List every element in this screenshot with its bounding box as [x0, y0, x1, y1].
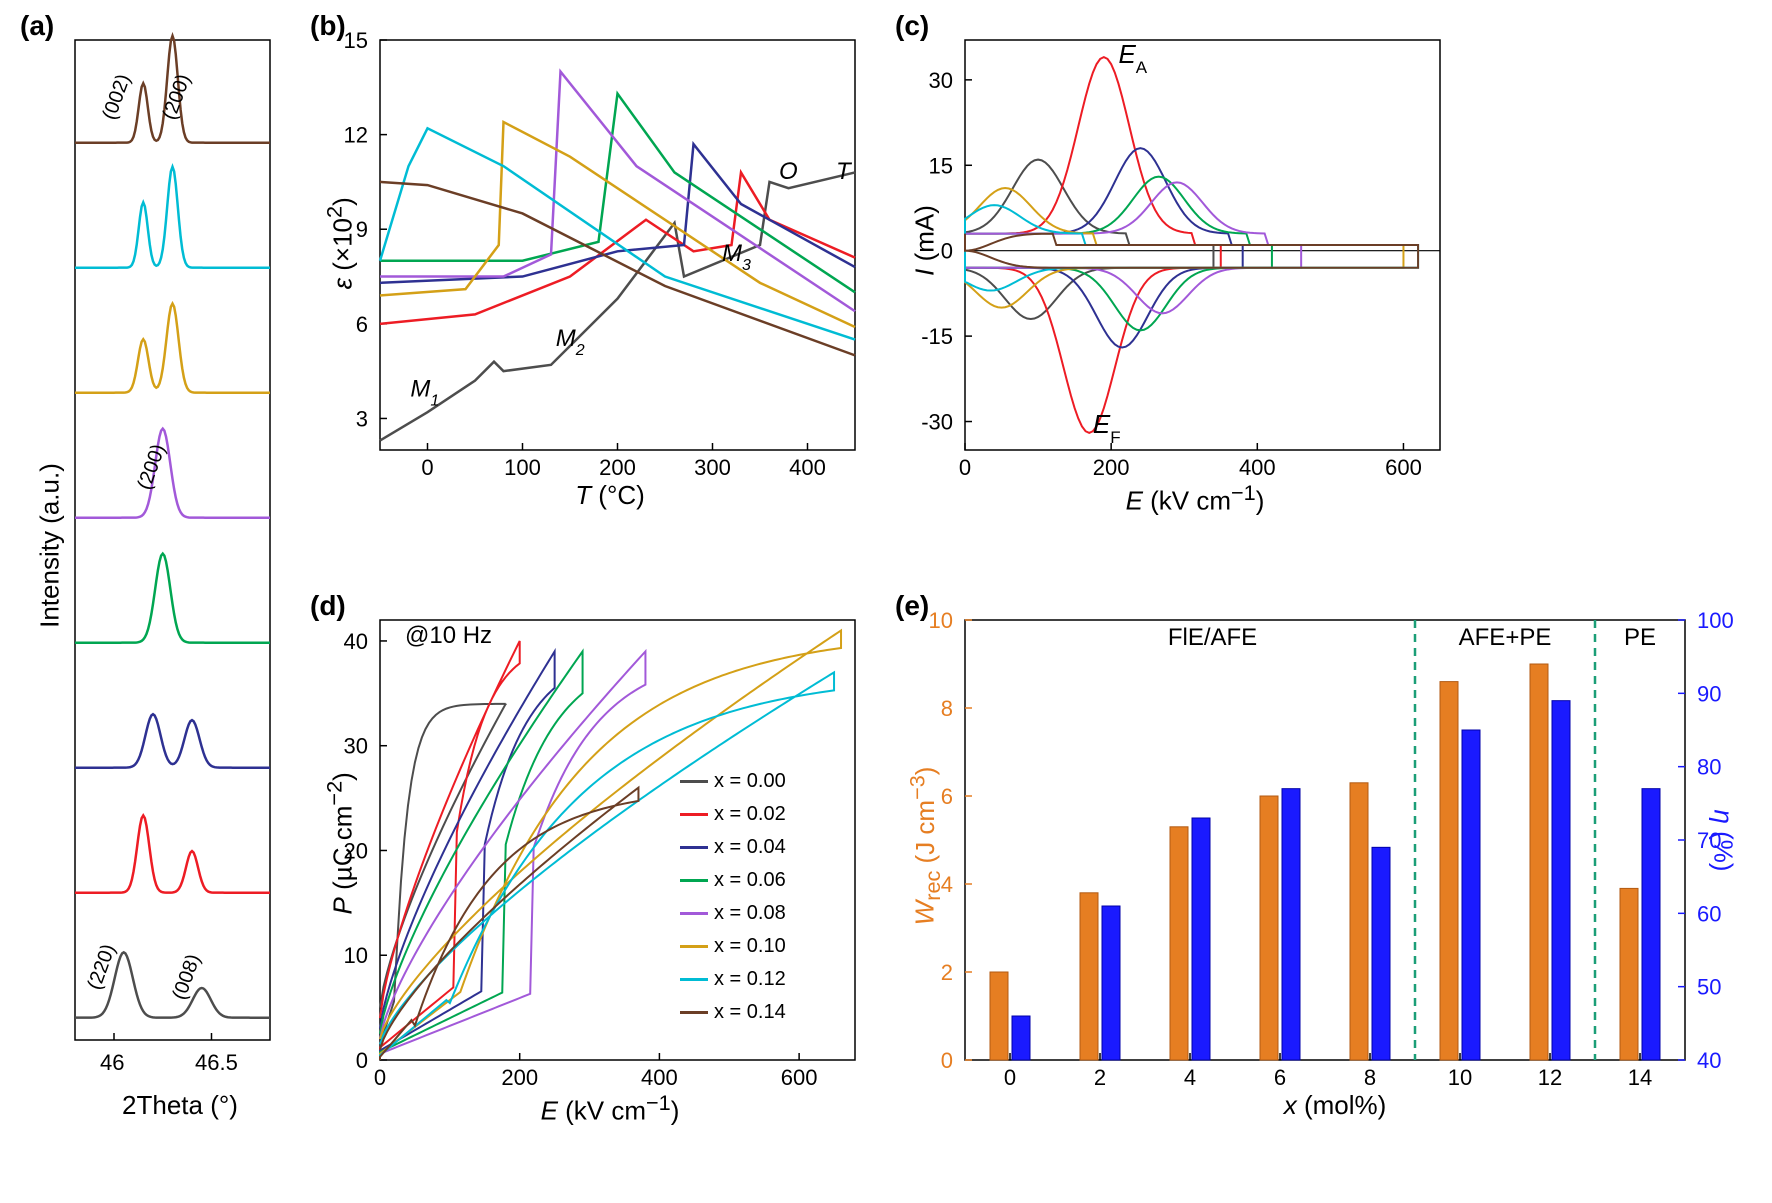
svg-text:M2: M2	[556, 325, 585, 359]
svg-text:0: 0	[356, 1048, 368, 1073]
svg-text:40: 40	[344, 629, 368, 654]
svg-text:400: 400	[1239, 455, 1276, 480]
svg-text:0: 0	[959, 455, 971, 480]
svg-text:0: 0	[421, 455, 433, 480]
panel-d-xlabel: E (kV cm−1)	[510, 1090, 710, 1127]
svg-text:400: 400	[789, 455, 826, 480]
panel-b-ylabel: ε (×102)	[322, 183, 359, 303]
legend-item-x06: x = 0.06	[680, 869, 786, 892]
panel-a-xlabel: 2Theta (°)	[90, 1090, 270, 1121]
svg-text:200: 200	[1093, 455, 1130, 480]
svg-text:600: 600	[1385, 455, 1422, 480]
panel-a-xtick-1: 46.5	[195, 1050, 238, 1076]
svg-text:2: 2	[941, 960, 953, 985]
svg-text:300: 300	[694, 455, 731, 480]
svg-text:EA: EA	[1118, 39, 1147, 77]
svg-text:30: 30	[344, 734, 368, 759]
panel-e-xlabel: x (mol%)	[1255, 1090, 1415, 1121]
legend-item-x02: x = 0.02	[680, 803, 786, 826]
panel-d-svg: 0200400600010203040	[310, 610, 865, 1110]
svg-text:15: 15	[929, 153, 953, 178]
svg-text:0: 0	[941, 239, 953, 264]
svg-text:100: 100	[1697, 610, 1734, 633]
panel-a-xtick-0: 46	[100, 1050, 124, 1076]
svg-text:90: 90	[1697, 681, 1721, 706]
panel-a: (a) Intensity (a.u.) 2Theta (°) 46 46.5 …	[20, 10, 280, 1130]
svg-text:-15: -15	[921, 324, 953, 349]
svg-text:4: 4	[1184, 1065, 1196, 1090]
svg-text:40: 40	[1697, 1048, 1721, 1073]
svg-text:80: 80	[1697, 755, 1721, 780]
legend-item-x14: x = 0.14	[680, 1001, 786, 1024]
svg-text:M1: M1	[410, 375, 439, 409]
panel-b-xlabel: T (°C)	[550, 480, 670, 511]
panel-c-xlabel: E (kV cm−1)	[1095, 480, 1295, 517]
svg-text:100: 100	[504, 455, 541, 480]
svg-text:AFE+PE: AFE+PE	[1459, 624, 1552, 651]
svg-text:6: 6	[356, 312, 368, 337]
svg-text:8: 8	[1364, 1065, 1376, 1090]
svg-text:EF: EF	[1093, 409, 1121, 447]
svg-text:6: 6	[1274, 1065, 1286, 1090]
svg-text:600: 600	[781, 1065, 818, 1090]
svg-text:0: 0	[374, 1065, 386, 1090]
panel-d-note: @10 Hz	[405, 622, 492, 650]
svg-text:2: 2	[1094, 1065, 1106, 1090]
svg-text:15: 15	[344, 30, 368, 53]
svg-text:200: 200	[599, 455, 636, 480]
svg-text:30: 30	[929, 68, 953, 93]
svg-text:3: 3	[356, 406, 368, 431]
svg-text:12: 12	[344, 123, 368, 148]
svg-text:O: O	[779, 158, 798, 185]
legend-item-x10: x = 0.10	[680, 935, 786, 958]
svg-text:10: 10	[344, 943, 368, 968]
svg-text:0: 0	[1004, 1065, 1016, 1090]
svg-text:12: 12	[1538, 1065, 1562, 1090]
svg-text:PE: PE	[1624, 624, 1656, 651]
svg-text:T: T	[836, 158, 853, 185]
panel-e-ylabel-right: η (%)	[1708, 791, 1739, 891]
svg-text:8: 8	[941, 696, 953, 721]
panel-e-svg: 024681012140246810405060708090100FlE/AFE…	[895, 610, 1760, 1110]
panel-b: (b) 01002003004003691215M1M2M3OT ε (×102…	[310, 10, 865, 540]
panel-c-svg: 0 200 400 600 -30 -15 0 15 30 EA EF	[895, 30, 1450, 500]
svg-text:0: 0	[941, 1048, 953, 1073]
panel-d: (d) 0200400600010203040 P (µC cm−2) E (k…	[310, 590, 865, 1150]
panel-e-ylabel-left: Wrec (J cm−3)	[904, 761, 946, 931]
svg-text:14: 14	[1628, 1065, 1652, 1090]
panel-c-ylabel: I (mA)	[910, 186, 941, 296]
svg-text:200: 200	[501, 1065, 538, 1090]
legend-item-x12: x = 0.12	[680, 968, 786, 991]
panel-e: (e) 024681012140246810405060708090100FlE…	[895, 590, 1760, 1150]
legend-item-x08: x = 0.08	[680, 902, 786, 925]
legend-item-x00: x = 0.00	[680, 770, 786, 793]
svg-text:400: 400	[641, 1065, 678, 1090]
svg-text:50: 50	[1697, 975, 1721, 1000]
panel-d-ylabel: P (µC cm−2)	[322, 768, 359, 918]
panel-a-ylabel: Intensity (a.u.)	[35, 456, 66, 636]
svg-text:10: 10	[1448, 1065, 1472, 1090]
svg-text:60: 60	[1697, 901, 1721, 926]
svg-text:FlE/AFE: FlE/AFE	[1168, 624, 1257, 651]
panel-b-svg: 01002003004003691215M1M2M3OT	[310, 30, 865, 500]
legend-item-x04: x = 0.04	[680, 836, 786, 859]
svg-text:-30: -30	[921, 410, 953, 435]
panel-c: (c) 0200400600-30-1501530EAEF I (mA) E (…	[895, 10, 1450, 540]
svg-text:10: 10	[929, 610, 953, 633]
